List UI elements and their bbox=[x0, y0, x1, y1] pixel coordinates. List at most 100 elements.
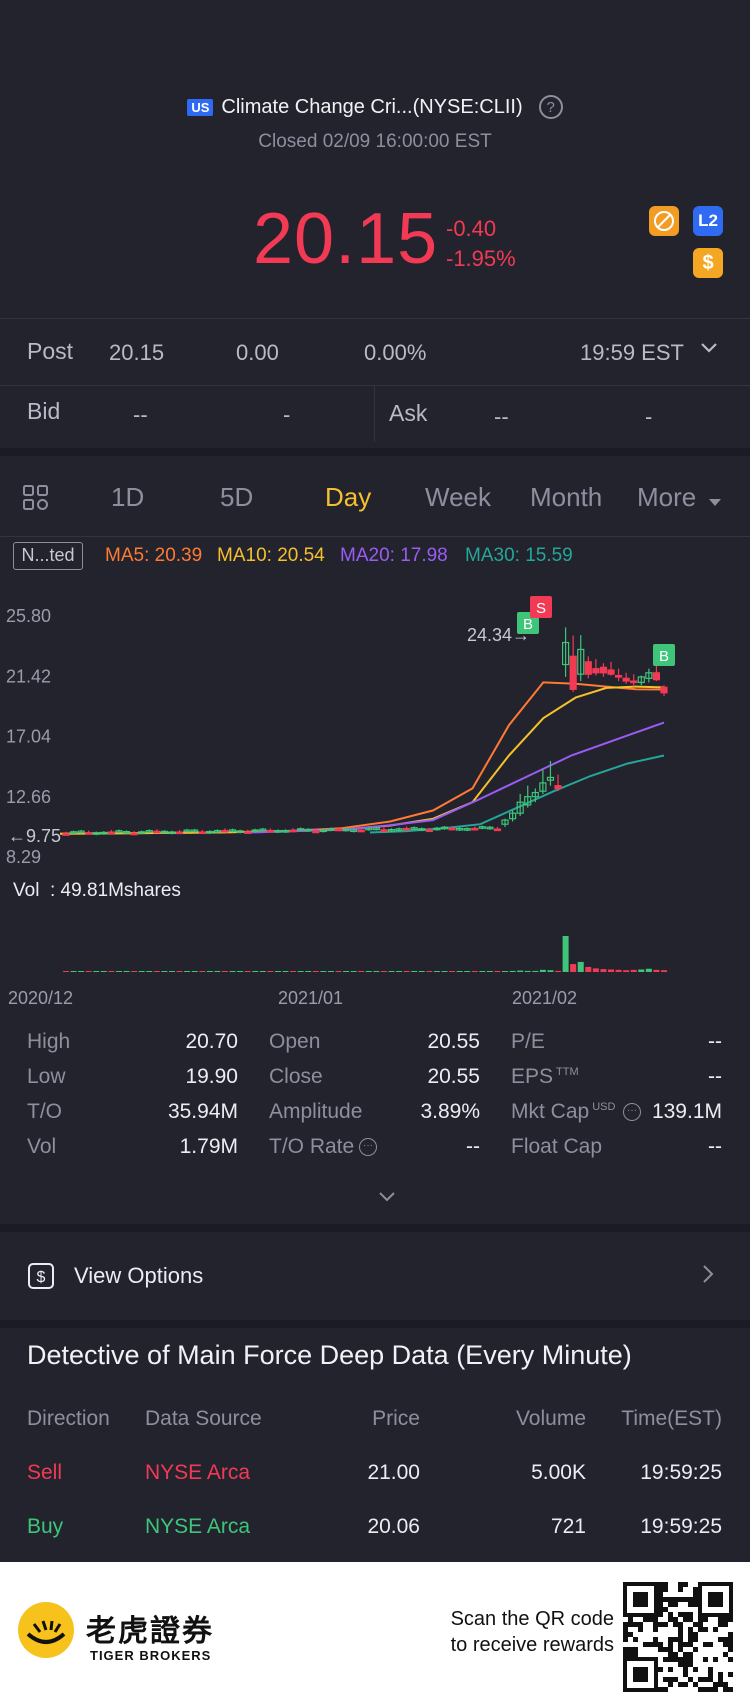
volume-bar bbox=[93, 971, 100, 972]
candle-body bbox=[387, 828, 396, 832]
ma10-label: MA10: 20.54 bbox=[217, 545, 325, 566]
change-percent: -1.95% bbox=[446, 246, 516, 271]
volume-bar bbox=[585, 966, 592, 972]
candle-body bbox=[244, 831, 252, 834]
volume-bar bbox=[108, 971, 115, 972]
post-market-row[interactable]: Post 20.15 0.00 0.00% 19:59 EST bbox=[0, 319, 750, 385]
volume-bar bbox=[237, 971, 244, 972]
price-chart[interactable]: 25.80 21.42 17.04 12.66 8.29 2020/12 2021/01 2… bbox=[0, 536, 750, 1012]
volume-bar bbox=[312, 971, 319, 972]
candle-body bbox=[175, 831, 184, 835]
tab-month[interactable]: Month bbox=[530, 482, 603, 512]
grid-icon[interactable] bbox=[22, 484, 50, 517]
help-icon[interactable]: ? bbox=[538, 95, 563, 119]
volume-bar bbox=[335, 971, 342, 972]
candle-body bbox=[372, 827, 380, 831]
tab-1d[interactable]: 1D bbox=[111, 482, 145, 512]
volume-bar bbox=[176, 971, 183, 972]
qr-code-icon[interactable] bbox=[623, 1582, 733, 1697]
ma5-label: MA5: 20.39 bbox=[105, 545, 203, 566]
bid-size: - bbox=[283, 402, 291, 427]
volume-bar bbox=[532, 970, 539, 972]
volume-bar bbox=[146, 971, 153, 972]
trade-direction: Buy bbox=[27, 1515, 64, 1538]
bid-ask-row: Bid -- - Ask -- - bbox=[0, 386, 750, 448]
chevron-right-icon bbox=[702, 1264, 714, 1289]
candle-body bbox=[160, 830, 169, 834]
volume-bar bbox=[388, 971, 395, 972]
candle-body bbox=[138, 831, 146, 834]
y-tick-label: 8.29 bbox=[6, 847, 41, 867]
panel-title: Detective of Main Force Deep Data (Every… bbox=[27, 1340, 632, 1370]
volume-bar bbox=[562, 936, 569, 972]
volume-bar bbox=[63, 971, 69, 972]
dollar-icon[interactable]: $ bbox=[693, 248, 723, 278]
candle-body bbox=[266, 829, 274, 833]
trade-flag-icon bbox=[653, 644, 675, 666]
caret-down-icon[interactable] bbox=[709, 494, 721, 512]
trade-flag-label: B bbox=[659, 648, 669, 665]
section-gap bbox=[0, 448, 750, 456]
stock-title[interactable]: Climate Change Cri...(NYSE:CLII) bbox=[221, 95, 523, 118]
view-options-button[interactable]: $ View Options bbox=[0, 1232, 750, 1320]
stat-label: Close bbox=[269, 1065, 323, 1088]
volume-bar bbox=[623, 970, 630, 972]
volume-bar bbox=[509, 970, 516, 972]
ma20-label: MA20: 17.98 bbox=[340, 545, 448, 566]
candle-body bbox=[471, 827, 479, 831]
volume-bar bbox=[555, 970, 562, 972]
table-header: Price bbox=[372, 1407, 420, 1430]
trade-price: 20.06 bbox=[367, 1515, 420, 1538]
tab-5d[interactable]: 5D bbox=[220, 482, 254, 512]
stat-value: 35.94M bbox=[167, 1100, 238, 1123]
candle-body bbox=[448, 827, 456, 831]
candle-body bbox=[524, 796, 532, 806]
volume-bar bbox=[638, 969, 645, 972]
volume-bar bbox=[274, 971, 281, 972]
volume-bar bbox=[403, 971, 410, 972]
stat-label: High bbox=[27, 1030, 71, 1053]
volume-bar bbox=[486, 971, 493, 972]
tab-day[interactable]: Day bbox=[325, 482, 372, 512]
high-marker: 24.34→ bbox=[467, 625, 530, 645]
volume-bar bbox=[214, 971, 221, 972]
volume-bar bbox=[168, 971, 175, 972]
tab-more[interactable]: More bbox=[637, 482, 697, 512]
volume-bar bbox=[456, 971, 463, 972]
trade-flag-label: S bbox=[536, 600, 546, 617]
chevron-down-icon[interactable] bbox=[700, 341, 718, 360]
candle-body bbox=[153, 830, 161, 834]
volume-bar bbox=[297, 971, 304, 972]
info-dots-icon[interactable]: ··· bbox=[623, 1103, 641, 1121]
no-short-icon[interactable] bbox=[649, 206, 679, 236]
tab-week[interactable]: Week bbox=[425, 482, 491, 512]
info-dots-icon[interactable]: ··· bbox=[359, 1138, 377, 1156]
candle-body bbox=[312, 830, 320, 834]
y-tick-label: 17.04 bbox=[6, 727, 51, 747]
volume-bar bbox=[630, 969, 637, 972]
stat-label: T/O Rate bbox=[269, 1135, 355, 1158]
brand-name-cn: 老虎證券 bbox=[86, 1615, 214, 1648]
cta-line1: Scan the QR code bbox=[450, 1608, 614, 1630]
volume-bar bbox=[229, 971, 236, 972]
trade-volume: 721 bbox=[550, 1515, 586, 1538]
volume-bar bbox=[547, 970, 554, 972]
trade-volume: 5.00K bbox=[531, 1461, 586, 1484]
indicator-chip[interactable]: N...ted bbox=[13, 542, 83, 570]
candle-body bbox=[274, 830, 282, 833]
volume-bar bbox=[615, 969, 622, 972]
candle-body bbox=[304, 828, 312, 832]
stat-sup: USD bbox=[592, 1101, 616, 1113]
footer-banner: 老虎證券 TIGER BROKERS Scan the QR code to r… bbox=[0, 1562, 750, 1708]
stat-value: -- bbox=[708, 1135, 722, 1158]
expand-chevron-icon[interactable] bbox=[377, 1190, 397, 1209]
market-badge: US bbox=[187, 98, 214, 116]
bid-ask-divider bbox=[374, 386, 375, 442]
stat-sup: TTM bbox=[556, 1066, 579, 1078]
candle-body bbox=[62, 833, 70, 836]
level2-icon[interactable]: L2 bbox=[693, 206, 723, 236]
volume-bar bbox=[259, 971, 266, 972]
stat-label: P/E bbox=[511, 1030, 545, 1053]
x-tick-label: 2021/01 bbox=[278, 988, 343, 1008]
candle-body bbox=[130, 832, 138, 836]
